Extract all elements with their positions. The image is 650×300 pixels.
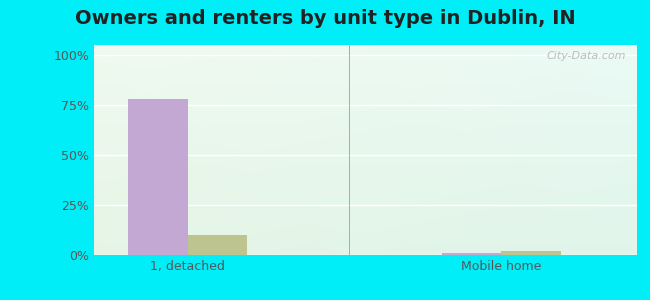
Bar	[128, 99, 188, 255]
Text: Owners and renters by unit type in Dublin, IN: Owners and renters by unit type in Dubli…	[75, 9, 575, 28]
Bar	[501, 251, 561, 255]
Text: City-Data.com: City-Data.com	[547, 51, 626, 61]
Bar	[188, 235, 247, 255]
Bar	[442, 253, 501, 255]
